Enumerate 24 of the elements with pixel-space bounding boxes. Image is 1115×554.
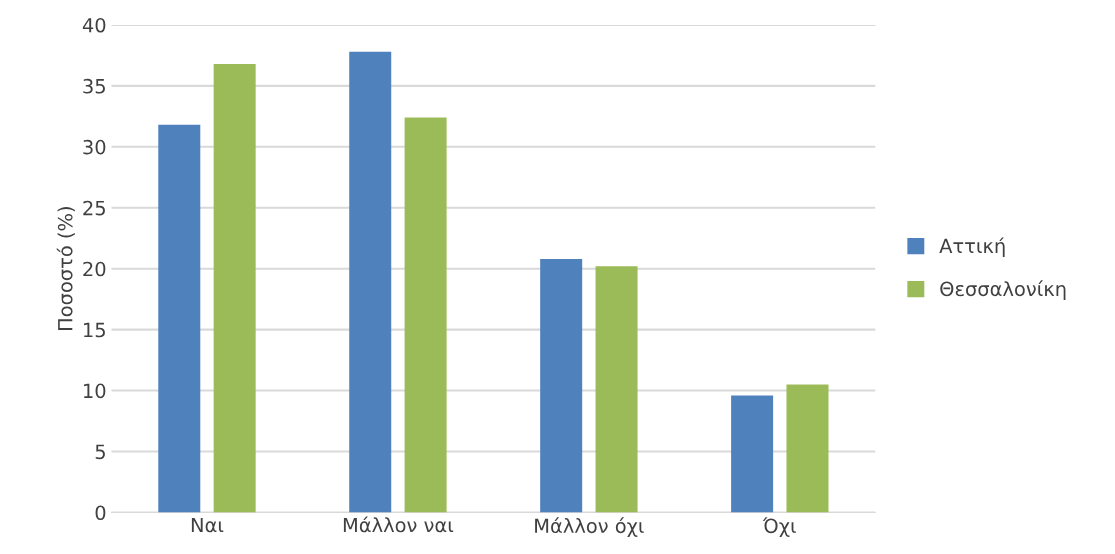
x-tick-label: Ναι (191, 517, 224, 533)
bar (349, 51, 392, 513)
y-tick-label: 5 (95, 444, 105, 460)
x-tick-label: Μάλλον όχι (535, 517, 644, 537)
x-tick-label: Μάλλον ναι (343, 516, 454, 533)
bar (158, 124, 201, 513)
legend-label: Θεσσαλονίκη (940, 280, 1066, 300)
x-tick-label: Όχι (762, 517, 796, 537)
y-tick-label: 25 (83, 200, 105, 216)
y-tick-label: 30 (83, 139, 106, 155)
y-tick-label: 10 (84, 383, 106, 399)
y-tick-label: 15 (84, 322, 105, 338)
bar (595, 266, 638, 513)
y-tick-label: 20 (83, 261, 106, 277)
y-tick-label: 40 (82, 17, 106, 33)
bar (213, 63, 256, 513)
y-tick-label: 35 (83, 78, 105, 94)
bar (404, 117, 447, 513)
bar (540, 258, 583, 513)
bar (786, 384, 829, 513)
legend-label: Αττική (939, 237, 1005, 258)
y-axis-title: Ποσοστό (%) (56, 207, 75, 331)
bar (731, 395, 774, 513)
y-tick-label: 0 (95, 505, 106, 521)
